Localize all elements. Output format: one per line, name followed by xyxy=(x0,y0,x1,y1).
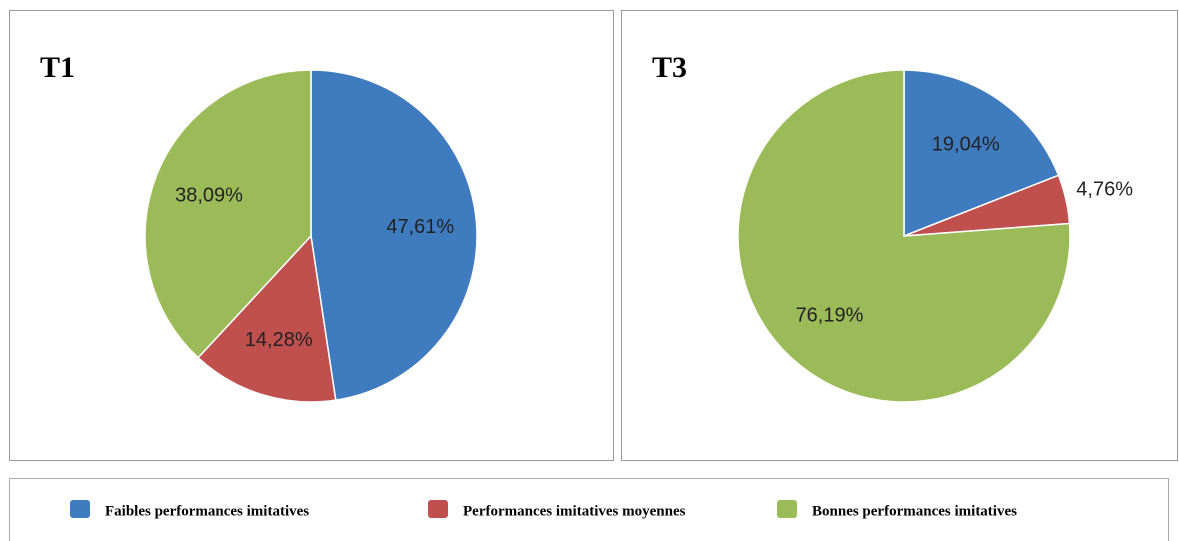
data-label: 14,28% xyxy=(245,329,313,351)
legend-label: Performances imitatives moyennes xyxy=(463,503,686,519)
data-label: 38,09% xyxy=(175,184,243,206)
chart-title: T3 xyxy=(652,51,687,84)
chart-frame xyxy=(9,10,614,461)
data-label: 4,76% xyxy=(1076,178,1133,200)
pie-slice xyxy=(737,69,1071,403)
pie-slice xyxy=(197,234,337,403)
legend-frame xyxy=(9,478,1169,541)
legend-swatch xyxy=(70,500,90,518)
chart-frame xyxy=(621,10,1178,461)
legend-swatch xyxy=(428,500,448,518)
data-label: 19,04% xyxy=(932,134,1000,156)
data-label: 47,61% xyxy=(386,216,454,238)
pie-slice xyxy=(144,69,312,359)
data-label: 76,19% xyxy=(796,305,864,327)
pie-slice xyxy=(310,69,478,402)
pie-slice xyxy=(903,69,1060,238)
chart-title: T1 xyxy=(40,51,75,84)
legend-label: Faibles performances imitatives xyxy=(105,503,309,519)
legend-label: Bonnes performances imitatives xyxy=(812,503,1017,519)
legend-swatch xyxy=(777,500,797,518)
